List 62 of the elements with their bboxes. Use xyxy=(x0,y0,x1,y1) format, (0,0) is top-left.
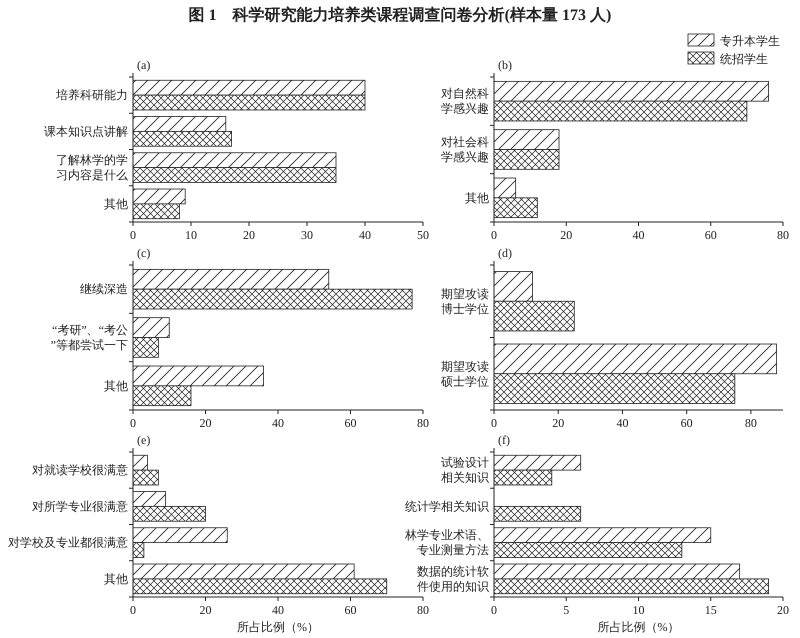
y-tick-label: 期望攻读硕士学位 xyxy=(440,359,489,388)
y-tick-label: 统计学相关知识 xyxy=(405,499,489,514)
x-tick-label: 80 xyxy=(417,416,429,430)
x-tick-label: 0 xyxy=(491,416,497,430)
x-tick-label: 60 xyxy=(680,416,693,430)
legend-label: 统招学生 xyxy=(720,52,768,66)
chart-title: 图 1 科学研究能力培养类课程调查问卷分析(样本量 173 人) xyxy=(188,5,612,24)
y-tick-label: “考研”、“考公”等都尝试一下 xyxy=(50,323,128,352)
x-axis-title: 所占比例（%） xyxy=(598,620,680,634)
x-tick-label: 10 xyxy=(632,603,644,617)
y-tick-label: 对所学专业很满意 xyxy=(32,499,128,514)
x-tick-label: 60 xyxy=(344,416,356,430)
x-tick-label: 15 xyxy=(704,603,717,617)
x-tick-label: 0 xyxy=(491,228,497,242)
x-tick-label: 20 xyxy=(200,416,212,430)
y-tick-label: 其他 xyxy=(104,572,128,586)
x-tick-label: 40 xyxy=(616,416,628,430)
y-tick-label: 课本知识点讲解 xyxy=(44,124,128,138)
x-tick-label: 60 xyxy=(344,603,356,617)
x-tick-label: 10 xyxy=(185,228,197,242)
x-tick-label: 60 xyxy=(704,228,717,242)
y-tick-label: 试验设计相关知识 xyxy=(441,456,489,485)
x-tick-label: 20 xyxy=(777,603,789,617)
x-tick-label: 0 xyxy=(130,228,136,242)
x-tick-label: 20 xyxy=(560,228,572,242)
x-tick-label: 30 xyxy=(301,228,313,242)
y-tick-label: 了解林学的学习内容是什么 xyxy=(56,153,128,182)
x-tick-label: 0 xyxy=(130,603,136,617)
chart-subtitle: (e) xyxy=(137,433,150,447)
y-tick-label: 林学专业术语、专业测量方法 xyxy=(404,528,489,558)
y-tick-label: 对学校及专业都很满意 xyxy=(8,536,128,550)
x-tick-label: 80 xyxy=(744,416,757,430)
chart-subtitle: (a) xyxy=(137,58,150,72)
y-tick-label: 对就读学校很满意 xyxy=(32,463,128,478)
chart-subtitle: (d) xyxy=(498,246,512,260)
x-tick-label: 20 xyxy=(552,416,564,430)
y-tick-label: 继续深造 xyxy=(80,282,128,296)
x-tick-label: 40 xyxy=(272,603,284,617)
x-tick-label: 40 xyxy=(632,228,644,242)
x-tick-label: 40 xyxy=(359,228,371,242)
x-tick-label: 80 xyxy=(777,228,789,242)
x-tick-label: 50 xyxy=(417,228,429,242)
chart-subtitle: (f) xyxy=(498,433,510,447)
y-tick-label: 数据的统计软件使用的知识 xyxy=(417,564,489,594)
x-tick-label: 20 xyxy=(243,228,255,242)
x-axis-title: 所占比例（%） xyxy=(237,620,319,634)
y-tick-label: 期望攻读博士学位 xyxy=(441,286,489,316)
x-tick-label: 40 xyxy=(272,416,284,430)
y-tick-label: 其他 xyxy=(465,190,489,205)
x-tick-label: 5 xyxy=(563,603,570,617)
x-tick-label: 0 xyxy=(491,603,497,617)
x-tick-label: 20 xyxy=(200,603,212,617)
x-tick-label: 0 xyxy=(130,416,136,430)
chart-subtitle: (c) xyxy=(137,246,150,260)
y-tick-label: 其他 xyxy=(104,196,128,211)
y-tick-label: 培养科研能力 xyxy=(55,88,128,102)
y-tick-label: 对社会科学感兴趣 xyxy=(441,135,489,164)
x-tick-label: 80 xyxy=(417,603,429,617)
legend-label: 专升本学生 xyxy=(720,34,780,48)
y-tick-label: 其他 xyxy=(104,378,128,393)
chart-subtitle: (b) xyxy=(498,58,512,72)
y-tick-label: 对自然科学感兴趣 xyxy=(441,86,489,116)
